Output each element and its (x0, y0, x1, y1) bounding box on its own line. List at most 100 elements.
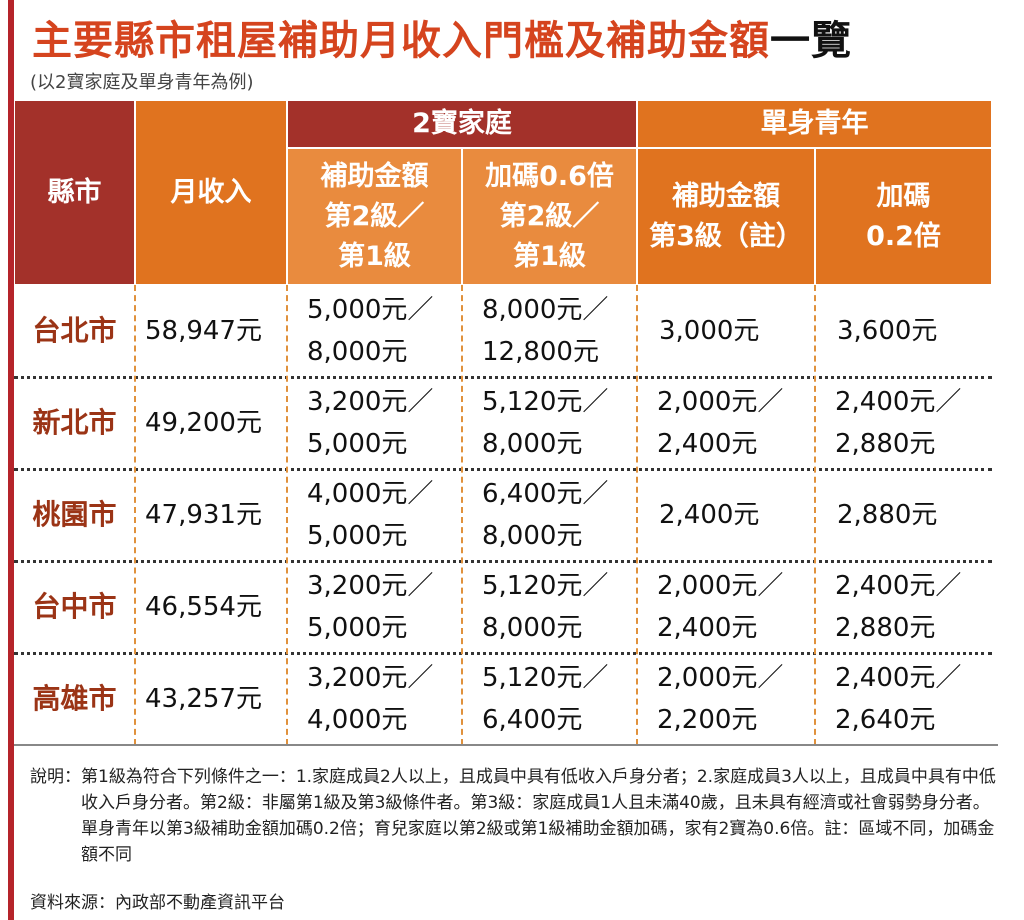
note-text: 第1級為符合下列條件之一：1.家庭成員2人以上，且成員中具有低收入戶身分者；2.… (81, 767, 996, 865)
accent-bar (8, 0, 14, 920)
table-bottom-rule (14, 744, 998, 746)
header-line: 補助金額 (320, 160, 429, 192)
header-cell: 加碼 0.2倍 (815, 148, 992, 285)
column-separator (134, 285, 136, 745)
header-cell: 補助金額第2級／ 第1級 (287, 148, 462, 285)
title-main: 主要縣市租屋補助月收入門檻及補助金額 (32, 18, 770, 64)
value-line: 2,880元 (835, 613, 936, 643)
header-line: 第1級 (513, 240, 586, 272)
value-line: 58,947元 (145, 316, 262, 346)
value-line: 2,400元 (659, 500, 760, 530)
header-line: 第3級（註） (649, 220, 803, 252)
value-cell: 5,120元／ 6,400元 (462, 653, 637, 745)
header-line: 第2級／ (324, 200, 425, 232)
value-line: 3,200元／ (307, 663, 434, 693)
value-cell: 2,400元 (637, 469, 815, 561)
row-separator (14, 560, 992, 563)
value-cell: 6,400元／ 8,000元 (462, 469, 637, 561)
title: 主要縣市租屋補助月收入門檻及補助金額一覽 (32, 8, 852, 66)
title-suffix: 一覽 (770, 18, 852, 64)
header-group: 單身青年 (637, 100, 992, 148)
value-line: 2,000元／ (657, 571, 784, 601)
value-line: 4,000元／ (307, 479, 434, 509)
note: 說明： 第1級為符合下列條件之一：1.家庭成員2人以上，且成員中具有低收入戶身分者… (30, 764, 1005, 868)
value-cell: 5,120元／ 8,000元 (462, 561, 637, 653)
source: 資料來源：內政部不動產資訊平台 (30, 893, 285, 913)
value-cell: 2,400元／ 2,640元 (815, 653, 992, 745)
value-line: 3,200元／ (307, 571, 434, 601)
value-line: 8,000元 (482, 429, 583, 459)
value-line: 3,600元 (837, 316, 938, 346)
value-line: 5,000元 (307, 521, 408, 551)
value-line: 8,000元 (482, 521, 583, 551)
header-cell: 補助金額第3級（註） (637, 148, 815, 285)
value-cell: 3,200元／ 5,000元 (287, 377, 462, 469)
row-separator (14, 468, 992, 471)
value-cell: 46,554元 (135, 561, 287, 653)
row-separator (14, 652, 992, 655)
header-line: 補助金額 (672, 180, 780, 212)
header-line: 加碼 (876, 180, 931, 212)
value-line: 5,120元／ (482, 387, 609, 417)
value-line: 8,000元 (482, 613, 583, 643)
value-line: 2,400元 (657, 429, 758, 459)
value-cell: 2,000元／ 2,400元 (637, 377, 815, 469)
value-line: 2,400元／ (835, 571, 962, 601)
header-cell: 縣市 (14, 100, 135, 285)
city-cell: 桃園市 (32, 498, 117, 531)
column-separator (814, 285, 816, 745)
value-cell: 3,600元 (815, 285, 992, 377)
header-line: 第2級／ (499, 200, 600, 232)
note-label: 說明： (30, 767, 81, 787)
value-line: 8,000元／ (482, 295, 609, 325)
value-line: 2,880元 (835, 429, 936, 459)
value-line: 3,200元／ (307, 387, 434, 417)
row-separator (14, 376, 992, 379)
header-line: 加碼0.6倍 (485, 160, 614, 192)
value-line: 2,400元／ (835, 663, 962, 693)
value-cell: 58,947元 (135, 285, 287, 377)
value-line: 5,120元／ (482, 663, 609, 693)
city-cell: 台中市 (32, 590, 117, 623)
header-line: 第1級 (338, 240, 411, 272)
column-separator (636, 285, 638, 745)
value-line: 5,000元 (307, 613, 408, 643)
value-line: 5,120元／ (482, 571, 609, 601)
value-cell: 5,120元／ 8,000元 (462, 377, 637, 469)
value-cell: 3,000元 (637, 285, 815, 377)
header-group: 2寶家庭 (287, 100, 637, 148)
value-cell: 4,000元／ 5,000元 (287, 469, 462, 561)
value-line: 5,000元／ (307, 295, 434, 325)
value-line: 8,000元 (307, 337, 408, 367)
value-line: 43,257元 (145, 684, 262, 714)
subtitle: (以2寶家庭及單身青年為例) (30, 72, 254, 93)
value-cell: 49,200元 (135, 377, 287, 469)
value-cell: 8,000元／ 12,800元 (462, 285, 637, 377)
value-cell: 2,400元／ 2,880元 (815, 561, 992, 653)
value-cell: 2,400元／ 2,880元 (815, 377, 992, 469)
value-line: 12,800元 (482, 337, 599, 367)
column-separator (461, 285, 463, 745)
value-cell: 2,880元 (815, 469, 992, 561)
value-line: 47,931元 (145, 500, 262, 530)
value-cell: 43,257元 (135, 653, 287, 745)
value-line: 2,400元／ (835, 387, 962, 417)
value-line: 2,200元 (657, 705, 758, 735)
value-line: 2,400元 (657, 613, 758, 643)
header-cell: 月收入 (135, 100, 287, 285)
value-cell: 5,000元／ 8,000元 (287, 285, 462, 377)
value-cell: 3,200元／ 5,000元 (287, 561, 462, 653)
value-cell: 47,931元 (135, 469, 287, 561)
city-cell: 台北市 (32, 314, 117, 347)
column-separator (286, 285, 288, 745)
value-cell: 2,000元／ 2,400元 (637, 561, 815, 653)
value-line: 4,000元 (307, 705, 408, 735)
value-cell: 2,000元／ 2,200元 (637, 653, 815, 745)
value-line: 46,554元 (145, 592, 262, 622)
value-line: 3,000元 (659, 316, 760, 346)
value-line: 2,640元 (835, 705, 936, 735)
value-line: 2,880元 (837, 500, 938, 530)
value-line: 2,000元／ (657, 663, 784, 693)
